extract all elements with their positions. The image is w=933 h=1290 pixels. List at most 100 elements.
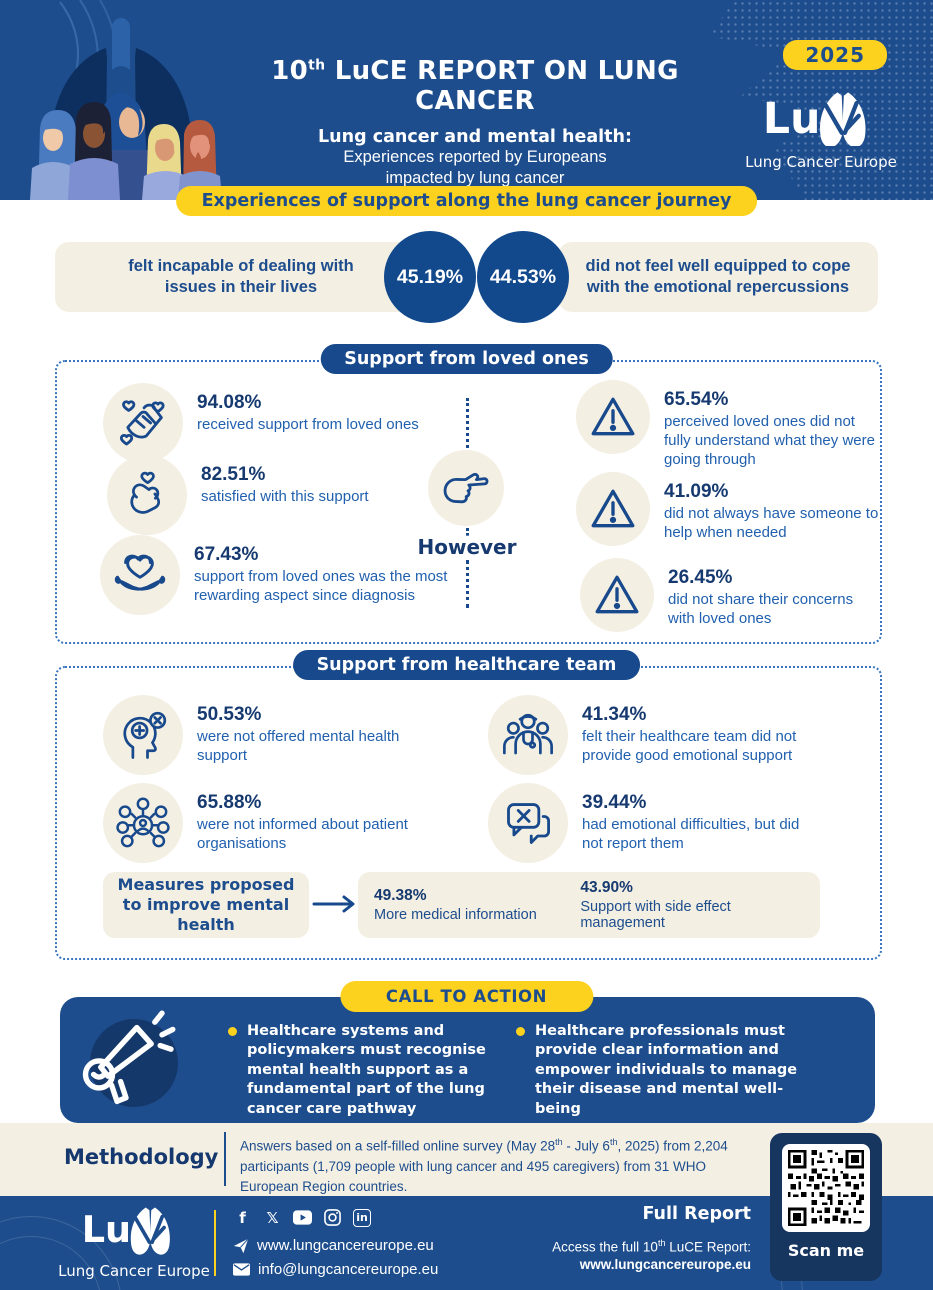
stat-label: received support from loved ones — [197, 416, 419, 433]
cta-box — [60, 997, 875, 1123]
key-stat-label: felt incapable of dealing with issues in… — [128, 256, 354, 296]
measure-value: 49.38% — [374, 887, 427, 904]
key-stat-box-left: felt incapable of dealing with issues in… — [55, 242, 427, 312]
cta-bullet: Healthcare professionals must provide cl… — [516, 1022, 827, 1119]
people-lungs-illustration — [30, 0, 222, 200]
arrow-right-icon — [312, 894, 358, 919]
key-stat-label: did not feel well equipped to cope with … — [585, 256, 851, 296]
key-stat-box-right: did not feel well equipped to cope with … — [558, 242, 878, 312]
megaphone-icon — [72, 1006, 180, 1119]
cta-bullet-text: Healthcare systems and policymakers must… — [247, 1023, 486, 1117]
stat-value: 50.53% — [197, 704, 262, 725]
facebook-icon[interactable]: f — [239, 1208, 246, 1227]
report-subtitle-line2: Experiences reported by Europeans — [343, 148, 607, 166]
stat-value: 41.34% — [582, 704, 647, 725]
report-subtitle-bold: Lung cancer and mental health: — [318, 127, 632, 147]
full-report-url[interactable]: www.lungcancereurope.eu — [579, 1256, 751, 1272]
methodology-text: Answers based on a self-filled online su… — [240, 1137, 728, 1194]
warning-icon — [576, 472, 650, 546]
stat-not-understood: 65.54% perceived loved ones did not full… — [576, 380, 879, 469]
qr-card[interactable]: Scan me — [770, 1133, 882, 1281]
paper-plane-icon — [233, 1237, 249, 1253]
cta-title: CALL TO ACTION — [339, 981, 594, 1012]
heart-hug-icon — [100, 535, 180, 615]
full-report-title: Full Report — [642, 1204, 751, 1224]
head-mental-health-icon — [103, 695, 183, 775]
cta-bullet-text: Healthcare professionals must provide cl… — [535, 1023, 798, 1117]
year-badge: 2025 — [783, 40, 887, 70]
methodology-title: Methodology — [64, 1145, 219, 1169]
stat-value: 39.44% — [582, 792, 647, 813]
qr-code-icon — [782, 1144, 870, 1232]
luce-logo-mark — [79, 1205, 172, 1257]
bullet-dot — [228, 1027, 237, 1036]
stat-label: did not share their concerns with loved … — [668, 591, 854, 627]
website-url[interactable]: www.lungcancereurope.eu — [257, 1237, 434, 1254]
luce-logo-mark — [761, 86, 881, 146]
stat-value: 82.51% — [201, 464, 266, 485]
stat-no-mental-support: 50.53% were not offered mental health su… — [103, 695, 412, 775]
dotted-divider — [466, 560, 469, 608]
key-stat-circle: 45.19% — [384, 231, 476, 323]
stat-satisfied-support: 82.51% satisfied with this support — [107, 455, 441, 535]
full-report-access-line: Access the full 10th LuCE Report: — [552, 1238, 751, 1255]
stat-value: 65.88% — [197, 792, 262, 813]
stat-not-shared: 26.45% did not share their concerns with… — [580, 558, 883, 632]
stat-label: satisfied with this support — [201, 488, 369, 505]
envelope-icon — [233, 1263, 250, 1276]
instagram-icon[interactable] — [323, 1208, 342, 1227]
linkedin-icon[interactable]: in — [353, 1208, 371, 1227]
stat-label: had emotional difficulties, but did not … — [582, 816, 800, 852]
x-icon[interactable]: 𝕏 — [266, 1208, 279, 1227]
email-address[interactable]: info@lungcancereurope.eu — [258, 1261, 439, 1278]
stat-not-informed: 65.88% were not informed about patient o… — [103, 783, 422, 863]
key-stat-circle: 44.53% — [477, 231, 569, 323]
measure-label: More medical information — [374, 907, 537, 923]
scan-me-label: Scan me — [787, 1241, 865, 1260]
stat-value: 26.45% — [668, 567, 733, 588]
footer-divider — [214, 1210, 216, 1276]
finger-heart-icon — [107, 455, 187, 535]
methodology-divider — [224, 1132, 226, 1186]
section-title-healthcare: Support from healthcare team — [292, 650, 641, 680]
footer-brand-name: Lung Cancer Europe — [58, 1262, 210, 1280]
measure-item: 49.38% More medical information — [374, 887, 538, 923]
stat-label: felt their healthcare team did not provi… — [582, 728, 797, 764]
measures-label-box: Measures proposed to improve mental heal… — [103, 872, 309, 938]
report-title-block: 10th LuCE REPORT ON LUNG CANCER Lung can… — [240, 56, 710, 190]
social-icons: f 𝕏 in — [233, 1208, 371, 1227]
chat-x-icon — [488, 783, 568, 863]
patient-network-icon — [103, 783, 183, 863]
dotted-divider — [466, 528, 469, 536]
stat-received-support: 94.08% received support from loved ones — [103, 383, 447, 463]
hands-hearts-icon — [103, 383, 183, 463]
stat-label: did not always have someone to help when… — [664, 505, 879, 541]
cta-bullet: Healthcare systems and policymakers must… — [228, 1022, 515, 1119]
stat-label: perceived loved ones did not fully under… — [664, 413, 875, 468]
stat-no-emotional-support: 41.34% felt their healthcare team did no… — [488, 695, 847, 775]
stat-value: 41.09% — [664, 481, 729, 502]
stat-most-rewarding: 67.43% support from loved ones was the m… — [100, 535, 449, 615]
stat-value: 94.08% — [197, 392, 262, 413]
luce-brand-name: Lung Cancer Europe — [745, 153, 897, 171]
however-label: However — [417, 535, 517, 559]
full-report-block: Full Report Access the full 10th LuCE Re… — [491, 1204, 751, 1272]
header: 2025 10th LuCE REPORT ON LUNG CANCER Lun… — [0, 0, 933, 200]
measure-label: Support with side effect management — [580, 899, 731, 931]
stat-label: support from loved ones was the most rew… — [194, 568, 448, 604]
email-row[interactable]: info@lungcancereurope.eu — [233, 1261, 438, 1278]
measures-stats-box: 49.38% More medical information 43.90% S… — [358, 872, 820, 938]
warning-icon — [580, 558, 654, 632]
measure-item: 43.90% Support with side effect manageme… — [580, 879, 804, 931]
section-title-loved-ones: Support from loved ones — [320, 344, 613, 374]
banner-experiences: Experiences of support along the lung ca… — [175, 186, 758, 216]
website-row[interactable]: www.lungcancereurope.eu — [233, 1237, 434, 1254]
stat-label: were not offered mental health support — [197, 728, 400, 764]
youtube-icon[interactable] — [293, 1208, 312, 1227]
report-subtitle-line3: impacted by lung cancer — [385, 169, 565, 188]
report-title: 10th LuCE REPORT ON LUNG CANCER — [271, 56, 679, 116]
stat-not-reported: 39.44% had emotional difficulties, but d… — [488, 783, 812, 863]
healthcare-team-icon — [488, 695, 568, 775]
pointing-hand-icon — [428, 450, 504, 526]
